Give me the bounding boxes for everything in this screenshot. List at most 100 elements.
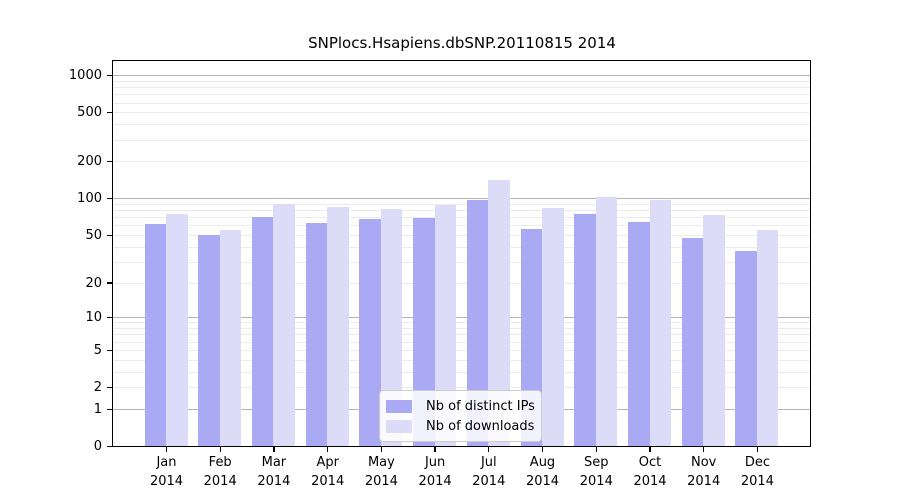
bar-downloads-aug [542,207,564,446]
bar-distinct-ips-apr [305,222,328,446]
legend-item-downloads: Nb of downloads [386,416,535,436]
bar-distinct-ips-jun [413,217,435,446]
y-tick-mark [107,234,112,237]
bar-downloads-jul [488,180,510,446]
x-tick-label-sep: Sep 2014 [579,455,613,489]
x-tick-label-feb: Feb 2014 [203,455,237,489]
gridline-minor [113,225,810,227]
gridline-minor [113,359,810,361]
x-tick-mark [273,447,275,452]
bar-distinct-ips-feb [198,234,220,446]
plot-area: Nb of distinct IPs Nb of downloads [112,60,811,447]
bar-downloads-apr [327,206,349,446]
bar-distinct-ips-jul [466,199,489,446]
chart-title: SNPlocs.Hsapiens.dbSNP.20110815 2014 [308,34,616,52]
y-tick-mark [107,349,112,351]
x-tick-label-jun: Jun 2014 [418,455,452,489]
y-tick-label-200: 200 [77,154,102,170]
bar-distinct-ips-oct [628,221,650,446]
x-tick-mark [434,447,436,452]
x-tick-mark [327,447,329,452]
bar-downloads-nov [703,214,725,446]
x-tick-mark [703,447,705,452]
y-tick-mark [107,282,112,284]
x-tick-label-jul: Jul 2014 [472,455,506,489]
bar-downloads-may [380,208,403,446]
gridline-minor [113,210,810,212]
bar-downloads-jun [434,205,457,446]
x-tick-mark [165,447,168,452]
x-tick-mark [488,447,490,452]
y-tick-mark [107,74,112,77]
legend-label-downloads: Nb of downloads [426,418,535,434]
bar-downloads-feb [219,229,242,446]
gridline-minor [113,102,810,104]
x-tick-label-jan: Jan 2014 [149,455,184,489]
bar-downloads-mar [273,204,295,446]
gridline-minor [113,387,810,388]
gridline-major [113,75,810,77]
y-tick-label-0: 0 [93,439,102,454]
gridline-minor [113,139,810,141]
x-tick-mark [595,447,597,452]
x-tick-mark [756,447,759,452]
gridline-minor [113,349,810,351]
bar-distinct-ips-may [359,218,381,446]
legend-label-distinct-ips: Nb of distinct IPs [426,398,535,414]
x-tick-label-aug: Aug 2014 [525,455,560,489]
gridline-minor [113,261,810,263]
y-tick-label-1: 1 [93,401,102,417]
gridline-minor [113,217,810,219]
y-tick-mark [107,161,112,163]
gridline-minor [113,80,810,82]
gridline-minor [113,371,810,373]
bar-distinct-ips-mar [251,217,274,446]
y-tick-mark [107,445,112,448]
bar-downloads-dec [756,229,779,446]
gridline-minor [113,282,810,284]
gridline-minor [113,246,810,248]
y-tick-label-100: 100 [77,191,102,207]
gridline-major [113,198,810,200]
bar-distinct-ips-jan [144,223,166,446]
x-tick-mark [219,447,221,452]
gridline-minor [113,322,810,324]
legend: Nb of distinct IPs Nb of downloads [379,390,542,442]
bar-downloads-oct [649,199,671,446]
x-tick-mark [649,447,651,452]
y-tick-mark [107,112,112,114]
gridline-minor [113,341,810,343]
y-tick-label-5: 5 [93,342,102,358]
x-tick-label-dec: Dec 2014 [740,455,774,489]
y-tick-mark [107,408,112,410]
x-tick-label-nov: Nov 2014 [687,455,721,489]
bar-distinct-ips-nov [681,238,704,446]
y-tick-label-2: 2 [93,380,102,395]
x-tick-label-may: May 2014 [364,455,398,489]
y-tick-mark [107,317,112,319]
y-tick-label-50: 50 [85,227,102,243]
y-tick-label-500: 500 [77,105,102,121]
legend-swatch-downloads [386,419,412,433]
gridline-minor [113,124,810,126]
x-tick-mark [380,447,383,452]
gridline-minor [113,161,810,163]
y-tick-mark [107,198,112,200]
y-tick-label-10: 10 [85,310,102,326]
x-tick-mark [541,447,544,452]
legend-item-distinct-ips: Nb of distinct IPs [386,396,535,416]
gridline-major [113,317,810,319]
gridline-minor [113,87,810,88]
bar-downloads-jan [166,214,188,446]
bar-distinct-ips-sep [574,213,596,446]
gridline-minor [113,334,810,336]
legend-swatch-distinct-ips [386,399,412,413]
x-tick-label-apr: Apr 2014 [311,455,345,489]
bar-downloads-sep [595,197,618,446]
gridline-minor [113,112,810,114]
gridline-minor [113,203,810,205]
y-tick-mark [107,386,112,389]
gridline-minor [113,94,810,96]
x-tick-label-mar: Mar 2014 [257,455,291,489]
